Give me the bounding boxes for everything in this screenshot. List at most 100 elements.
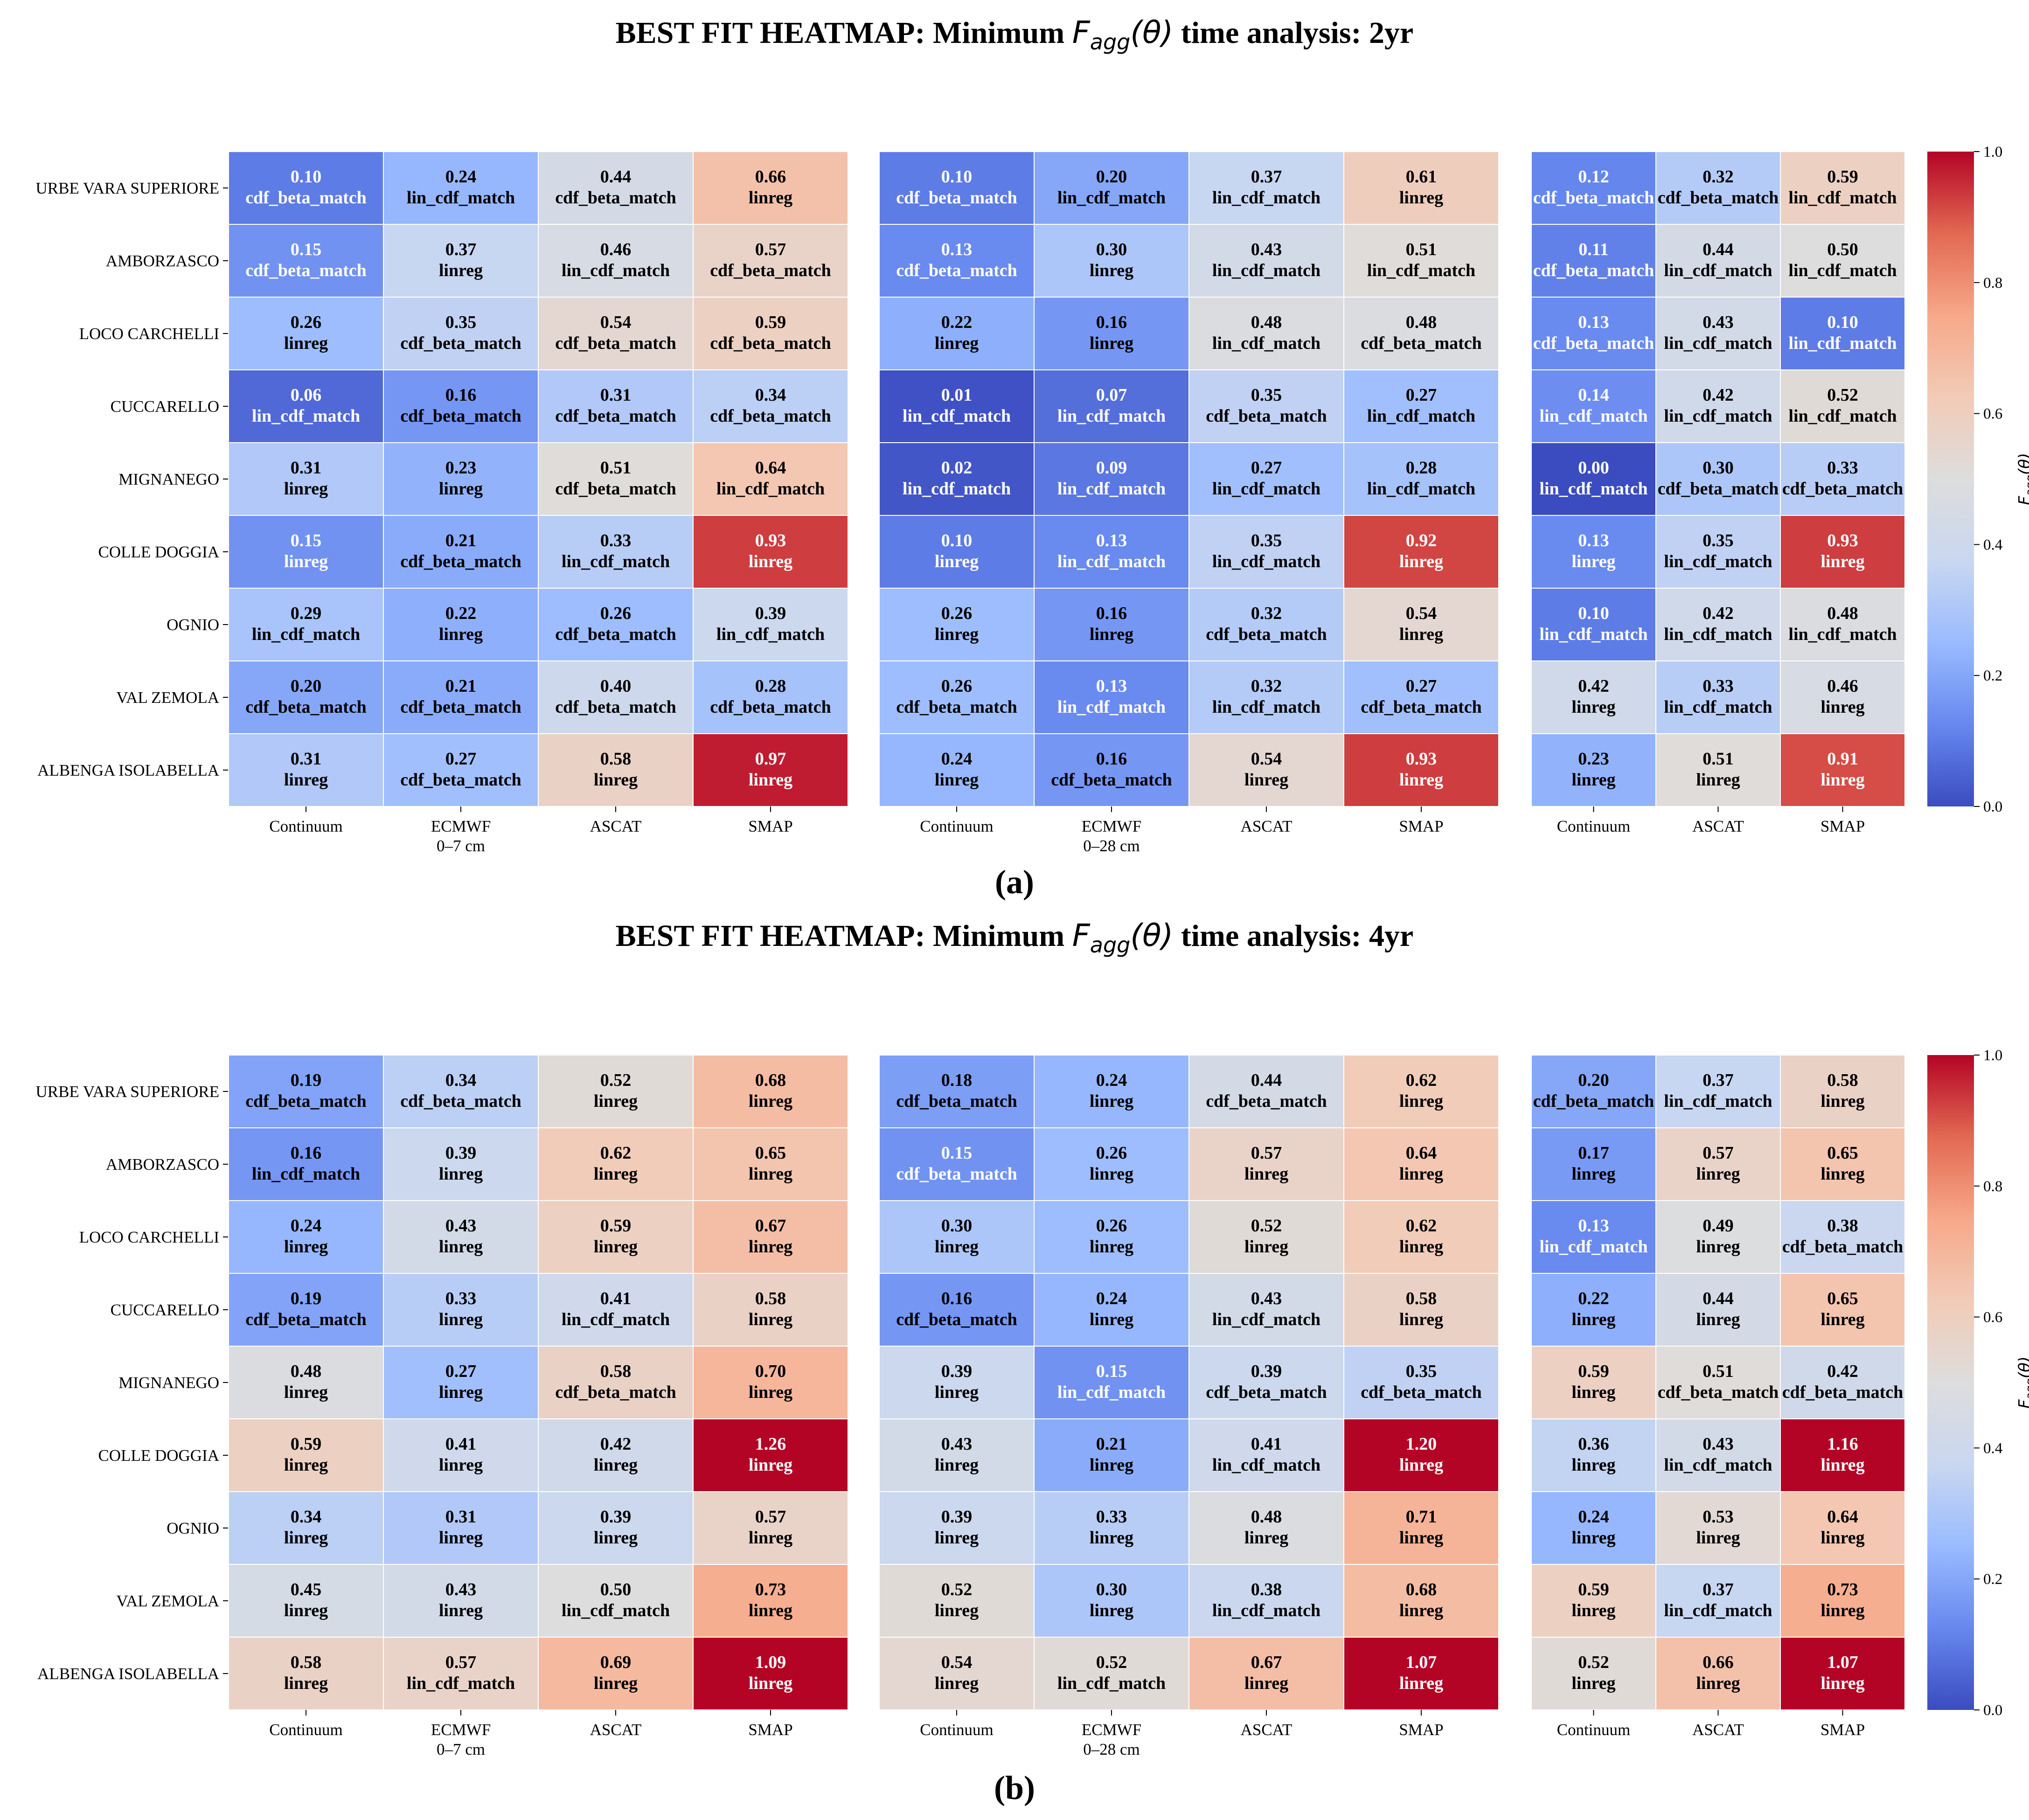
cell-value-label: 0.53 <box>1702 1507 1734 1527</box>
cell-value-label: 0.59 <box>600 1216 632 1236</box>
cell-method-label: linreg <box>1571 1310 1615 1329</box>
heatmap-cell <box>1188 369 1344 443</box>
cell-method-label: linreg <box>439 625 483 644</box>
cell-value-label: 0.49 <box>1702 1216 1734 1236</box>
cell-value-label: 0.21 <box>445 531 477 550</box>
cell-value-label: 0.65 <box>755 1143 786 1163</box>
cell-method-label: linreg <box>439 1382 483 1402</box>
cell-method-label: lin_cdf_match <box>1212 1310 1320 1329</box>
colorbar-tick-label: 0.6 <box>1983 1309 2002 1326</box>
cell-method-label: lin_cdf_match <box>1212 697 1320 717</box>
colorbar-tick-label: 0.0 <box>1983 1702 2002 1719</box>
cell-value-label: 0.27 <box>1406 385 1437 405</box>
column-label: 0–28 cm <box>1083 837 1140 855</box>
cell-value-label: 0.28 <box>755 676 786 696</box>
cell-method-label: lin_cdf_match <box>1664 1091 1772 1111</box>
cell-value-label: 0.28 <box>1406 458 1437 478</box>
cell-method-label: linreg <box>749 1237 792 1257</box>
cell-method-label: linreg <box>1821 1528 1864 1548</box>
cell-value-label: 0.24 <box>1096 1070 1127 1090</box>
cell-value-label: 0.29 <box>291 604 322 623</box>
cell-method-label: cdf_beta_match <box>896 261 1017 280</box>
cell-method-label: linreg <box>284 1237 328 1257</box>
cell-value-label: 0.14 <box>1578 385 1609 405</box>
cell-value-label: 0.30 <box>1702 458 1734 478</box>
row-label: LOCO CARCHELLI <box>79 325 219 343</box>
cell-value-label: 0.13 <box>1096 676 1127 696</box>
cell-method-label: lin_cdf_match <box>1212 1601 1320 1620</box>
cell-method-label: linreg <box>1090 333 1133 353</box>
cell-method-label: linreg <box>284 333 328 353</box>
heatmap-cell <box>693 1127 848 1201</box>
cell-method-label: linreg <box>439 479 483 499</box>
cell-value-label: 0.62 <box>600 1143 632 1163</box>
heatmap-cell <box>1188 588 1344 661</box>
cell-value-label: 0.58 <box>600 749 632 769</box>
cell-value-label: 0.21 <box>445 676 477 696</box>
cell-method-label: lin_cdf_match <box>1664 261 1772 280</box>
heatmap-cell <box>228 1055 384 1128</box>
cell-method-label: linreg <box>1696 770 1740 790</box>
cell-method-label: linreg <box>749 1310 792 1329</box>
cell-value-label: 0.54 <box>941 1653 973 1672</box>
cell-value-label: 0.42 <box>1702 385 1734 405</box>
cell-value-label: 0.19 <box>291 1289 322 1308</box>
cell-method-label: linreg <box>1821 1310 1864 1329</box>
cell-value-label: 0.64 <box>755 458 786 478</box>
heatmap-cell <box>693 733 848 807</box>
cell-method-label: lin_cdf_match <box>1664 333 1772 353</box>
cell-value-label: 0.16 <box>941 1289 973 1308</box>
cell-value-label: 0.15 <box>1096 1362 1127 1381</box>
cell-method-label: linreg <box>1090 261 1133 280</box>
cell-method-label: linreg <box>1821 1455 1864 1475</box>
cell-value-label: 0.71 <box>1406 1507 1437 1527</box>
heatmap-cell <box>1188 733 1344 807</box>
heatmap-cell <box>1655 1491 1781 1565</box>
cell-value-label: 0.27 <box>445 749 477 769</box>
cell-method-label: cdf_beta_match <box>400 333 521 353</box>
cell-method-label: cdf_beta_match <box>245 1091 367 1111</box>
cell-method-label: linreg <box>284 1674 328 1693</box>
cell-method-label: cdf_beta_match <box>400 770 521 790</box>
heatmap-cell <box>879 1564 1035 1638</box>
heatmap-cell <box>1655 1564 1781 1638</box>
cell-value-label: 0.21 <box>1096 1434 1127 1454</box>
panel-a-title: BEST FIT HEATMAP: Minimum Fagg(θ) time a… <box>616 14 1414 55</box>
cell-method-label: cdf_beta_match <box>1658 1382 1779 1402</box>
cell-method-label: cdf_beta_match <box>1533 1091 1654 1111</box>
heatmap-cell <box>1531 1127 1656 1201</box>
heatmap-cell <box>1780 1637 1905 1710</box>
cell-method-label: cdf_beta_match <box>555 1382 676 1402</box>
cell-value-label: 0.39 <box>941 1507 973 1527</box>
cell-value-label: 0.35 <box>1251 531 1282 550</box>
cell-method-label: lin_cdf_match <box>252 406 360 426</box>
heatmap-cell <box>538 1055 694 1128</box>
heatmap-cell <box>1034 733 1189 807</box>
heatmap-cell <box>1343 1637 1499 1710</box>
cell-method-label: linreg <box>284 1455 328 1475</box>
cell-value-label: 0.23 <box>445 458 477 478</box>
cell-value-label: 1.09 <box>755 1653 786 1672</box>
heatmap-cell <box>383 1491 539 1565</box>
cell-method-label: linreg <box>1090 1455 1133 1475</box>
panel-a-tag: (a) <box>995 863 1034 901</box>
cell-method-label: linreg <box>935 333 979 353</box>
cell-value-label: 0.43 <box>445 1216 477 1236</box>
heatmap-cell <box>538 1127 694 1201</box>
row-label: AMBORZASCO <box>106 1155 219 1174</box>
heatmap-cell <box>383 660 539 734</box>
heatmap-cell <box>1188 1055 1344 1128</box>
cell-value-label: 0.42 <box>1578 676 1609 696</box>
heatmap-cell <box>693 1491 848 1565</box>
cell-value-label: 0.42 <box>600 1434 632 1454</box>
heatmap-cell <box>693 1418 848 1492</box>
row-label: URBE VARA SUPERIORE <box>35 179 219 197</box>
cell-value-label: 0.10 <box>1578 604 1609 623</box>
row-label: URBE VARA SUPERIORE <box>35 1083 219 1101</box>
cell-method-label: linreg <box>749 1091 792 1111</box>
cell-value-label: 0.52 <box>1827 385 1858 405</box>
cell-method-label: cdf_beta_match <box>555 479 676 499</box>
cell-value-label: 0.37 <box>445 240 477 259</box>
cell-method-label: lin_cdf_match <box>562 1601 670 1620</box>
heatmap-cell <box>1034 1637 1189 1710</box>
